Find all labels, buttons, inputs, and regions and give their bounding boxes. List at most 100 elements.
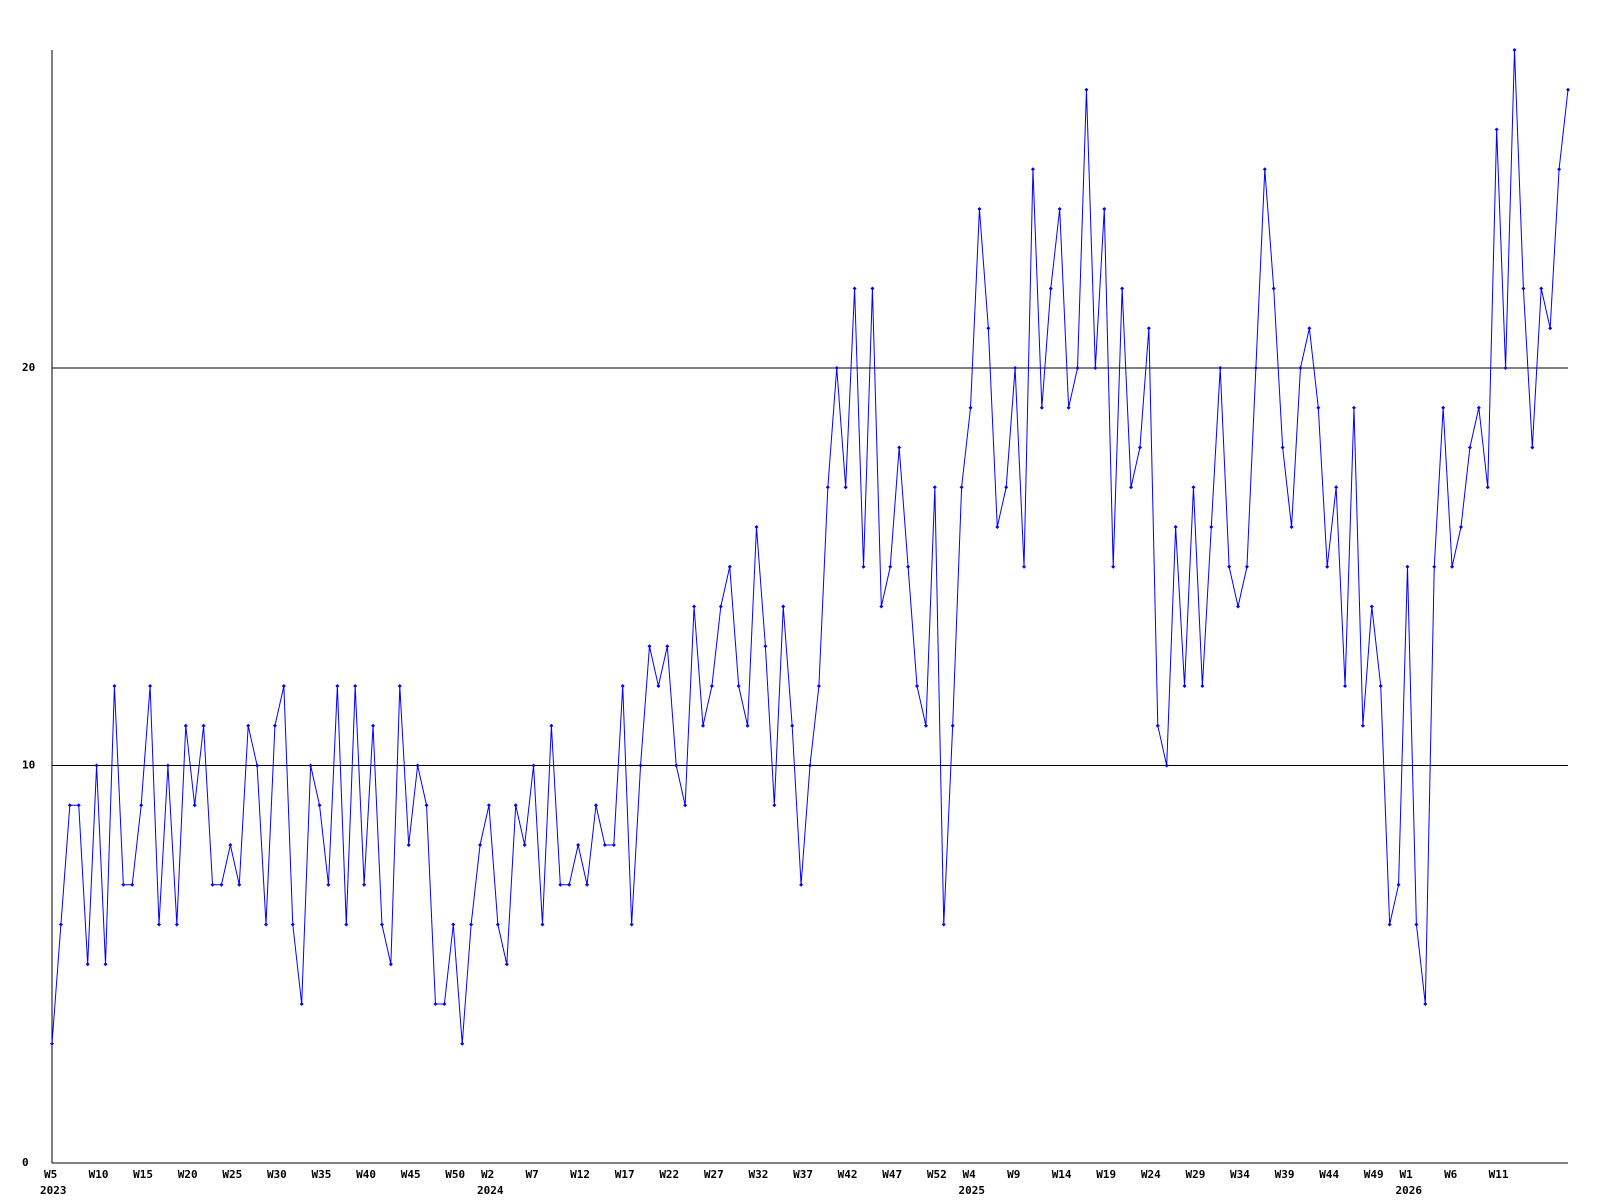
point-marker	[647, 644, 652, 649]
point-marker	[870, 286, 875, 291]
point-marker	[157, 922, 162, 927]
point-marker	[567, 882, 572, 887]
point-marker	[255, 763, 260, 768]
point-marker	[495, 922, 500, 927]
point-marker	[424, 803, 429, 808]
point-marker	[353, 684, 358, 688]
x-tick-label: W44	[1319, 1168, 1339, 1181]
x-tick-label: W24	[1141, 1168, 1161, 1181]
x-tick-label: W2	[481, 1168, 494, 1181]
point-marker	[549, 723, 554, 728]
point-marker	[576, 843, 581, 847]
point-marker	[1191, 485, 1196, 490]
point-marker	[879, 604, 884, 609]
x-tick-label: W10	[89, 1168, 109, 1181]
point-marker	[763, 644, 768, 649]
point-marker	[1164, 763, 1169, 768]
point-marker	[112, 684, 117, 688]
point-marker	[1289, 525, 1294, 529]
point-marker	[906, 564, 911, 569]
point-marker	[1093, 366, 1098, 370]
point-marker	[94, 763, 99, 768]
point-marker	[397, 684, 402, 688]
point-marker	[1476, 405, 1481, 410]
point-marker	[335, 684, 340, 688]
x-year-label: 2024	[477, 1184, 504, 1197]
point-marker	[995, 525, 1000, 529]
point-marker	[406, 843, 411, 847]
point-marker	[210, 882, 215, 887]
point-marker	[415, 763, 420, 768]
point-marker	[745, 723, 750, 728]
point-marker	[692, 604, 697, 609]
point-marker	[674, 763, 679, 768]
point-marker	[139, 803, 144, 808]
point-marker	[1298, 366, 1303, 370]
point-marker	[1521, 286, 1526, 291]
point-marker	[1566, 87, 1570, 92]
point-marker	[1030, 167, 1035, 172]
point-marker	[1129, 485, 1134, 490]
point-marker	[469, 922, 474, 927]
point-marker	[1530, 445, 1535, 450]
point-marker	[727, 564, 732, 569]
point-marker	[1351, 405, 1356, 410]
y-tick-label: 10	[22, 759, 35, 772]
point-marker	[540, 922, 545, 927]
point-marker	[1548, 326, 1553, 331]
point-marker	[228, 843, 233, 847]
point-marker	[237, 882, 242, 887]
point-marker	[861, 564, 866, 569]
x-tick-label: W30	[267, 1168, 287, 1181]
point-marker	[593, 803, 598, 808]
series-line	[51, 49, 1569, 1044]
point-marker	[1209, 525, 1214, 529]
point-marker	[1512, 48, 1517, 52]
point-marker	[1396, 882, 1401, 887]
point-marker	[1414, 922, 1419, 927]
point-marker	[504, 962, 509, 967]
point-marker	[290, 922, 295, 927]
point-marker	[808, 763, 812, 768]
point-marker	[620, 684, 625, 688]
point-marker	[718, 604, 723, 609]
point-marker	[1557, 167, 1562, 172]
x-tick-label: W11	[1489, 1168, 1509, 1181]
point-marker	[1075, 366, 1080, 370]
point-marker	[986, 326, 991, 331]
point-marker	[1102, 207, 1107, 211]
point-marker	[451, 922, 456, 927]
point-marker	[1503, 366, 1508, 370]
point-marker	[602, 843, 607, 847]
point-marker	[121, 882, 126, 887]
point-marker	[1155, 723, 1160, 728]
point-marker	[790, 723, 795, 728]
point-marker	[1218, 366, 1223, 370]
x-tick-label: W52	[927, 1168, 947, 1181]
point-marker	[897, 445, 902, 450]
point-marker	[834, 366, 839, 370]
point-marker	[1458, 525, 1463, 529]
point-marker	[174, 922, 179, 927]
point-marker	[1343, 684, 1348, 688]
point-marker	[85, 962, 90, 967]
point-marker	[656, 684, 661, 688]
point-marker	[344, 922, 349, 927]
x-tick-label: W34	[1230, 1168, 1250, 1181]
point-marker	[754, 525, 759, 529]
point-marker	[915, 684, 920, 688]
point-marker	[1494, 127, 1499, 132]
point-marker	[388, 962, 393, 967]
point-marker	[1066, 405, 1071, 410]
point-marker	[1111, 564, 1116, 569]
x-tick-label: W40	[356, 1168, 376, 1181]
point-marker	[1146, 326, 1151, 331]
point-marker	[629, 922, 634, 927]
point-marker	[932, 485, 937, 490]
point-marker	[1173, 525, 1178, 529]
point-marker	[1387, 922, 1392, 927]
x-year-label: 2025	[959, 1184, 986, 1197]
point-marker	[67, 803, 72, 808]
x-tick-label: W47	[882, 1168, 902, 1181]
